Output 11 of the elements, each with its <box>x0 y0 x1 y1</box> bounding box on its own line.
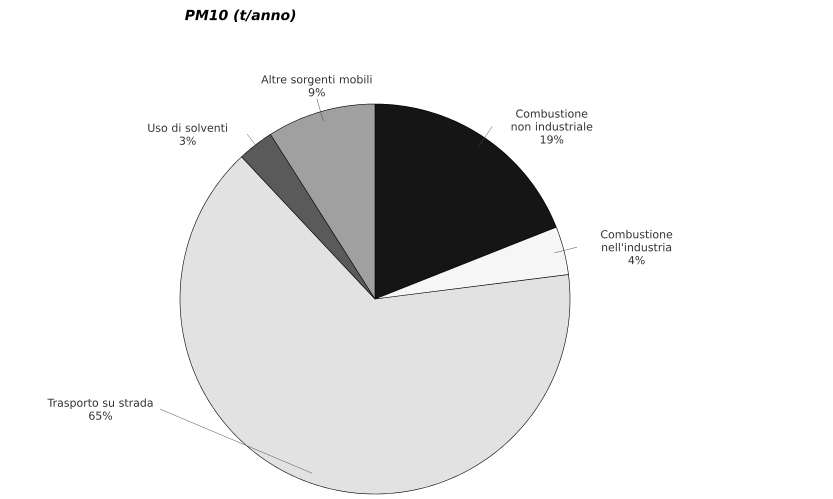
data-label: 9% <box>308 88 325 96</box>
slice-label: Altre sorgenti mobili <box>261 75 372 86</box>
data-label: 19% <box>540 135 564 144</box>
data-label: 65% <box>89 412 112 420</box>
slice-label: Trasporto su strada <box>47 398 153 409</box>
chart-title: PM10 (t/anno) <box>185 10 296 22</box>
data-label: 3% <box>180 136 196 145</box>
slice-label: Combustione non industriale <box>512 109 592 131</box>
slice-label: Uso di solventi <box>148 123 227 132</box>
slice-label: Combustione nell'industria <box>601 230 672 252</box>
data-label: 4% <box>628 256 645 264</box>
